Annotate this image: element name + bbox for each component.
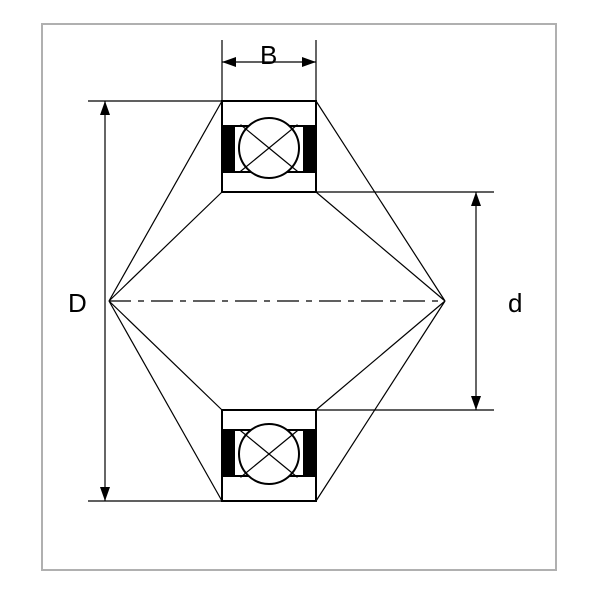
label-bore-diameter-d: d [508, 290, 522, 316]
label-width-B: B [260, 42, 277, 68]
label-outer-diameter-D: D [68, 290, 87, 316]
diagram-canvas: D d B [0, 0, 600, 600]
